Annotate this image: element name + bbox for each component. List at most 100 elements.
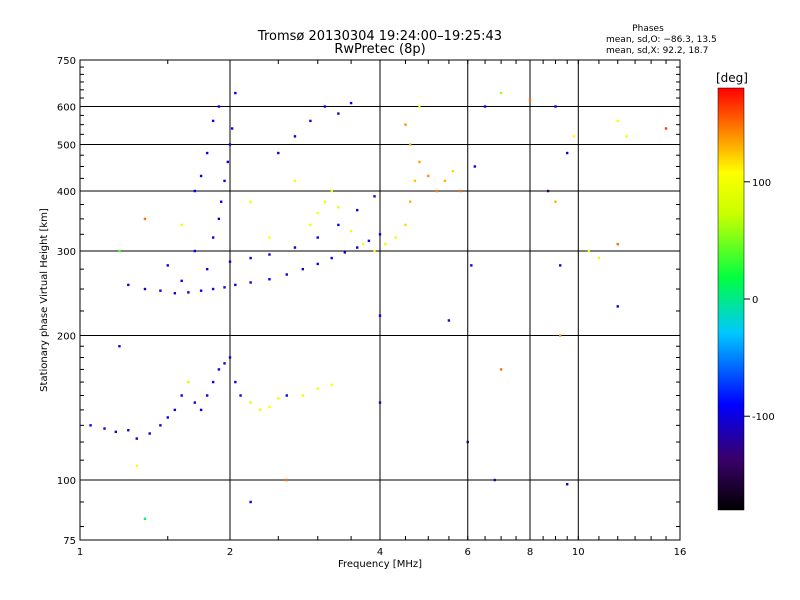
- x-tick-label: 1: [77, 547, 83, 558]
- grid-lines: [80, 60, 680, 540]
- data-point: [180, 223, 183, 227]
- data-point: [193, 401, 197, 404]
- data-point: [223, 362, 226, 365]
- data-point: [459, 189, 462, 193]
- x-axis-ticks: 1 2 4 6 8 10 16: [77, 60, 687, 558]
- data-point: [309, 223, 312, 227]
- data-point: [268, 405, 271, 409]
- y-tick-label: 100: [57, 476, 76, 487]
- y-tick-label: 750: [57, 56, 76, 67]
- y-tick-label: 400: [57, 187, 76, 198]
- data-point: [349, 101, 353, 105]
- y-tick-label: 600: [57, 103, 76, 114]
- data-point: [159, 424, 162, 427]
- data-point: [234, 380, 237, 384]
- data-point: [193, 249, 197, 253]
- data-point: [316, 236, 319, 239]
- data-point: [268, 236, 271, 239]
- data-point: [234, 91, 237, 95]
- data-point: [470, 264, 473, 267]
- data-point: [330, 383, 333, 386]
- phase-stats-heading: Phases: [632, 24, 664, 34]
- data-point: [409, 200, 412, 203]
- data-point: [473, 165, 477, 168]
- data-point: [293, 135, 297, 138]
- data-point: [373, 195, 376, 198]
- data-point: [499, 368, 503, 371]
- data-point: [293, 246, 297, 249]
- y-tick-label: 500: [57, 141, 76, 152]
- data-point: [127, 283, 130, 287]
- data-point: [228, 143, 232, 146]
- data-point: [228, 260, 232, 263]
- data-point: [239, 394, 242, 397]
- data-point: [89, 424, 92, 427]
- data-point: [316, 387, 319, 390]
- data-point: [373, 249, 376, 253]
- data-point: [223, 179, 226, 183]
- data-point: [587, 249, 591, 253]
- data-point: [199, 174, 203, 178]
- data-point: [249, 256, 252, 260]
- data-point: [394, 236, 397, 239]
- data-point: [361, 242, 365, 246]
- data-point: [249, 281, 252, 284]
- data-point: [135, 464, 138, 468]
- data-point: [205, 151, 209, 155]
- data-point: [199, 289, 203, 292]
- chart-subtitle: RwPretec (8p): [334, 42, 425, 57]
- data-point: [143, 287, 147, 291]
- data-point: [148, 432, 151, 435]
- data-point: [259, 408, 262, 412]
- data-point: [166, 264, 169, 267]
- data-point: [572, 135, 576, 138]
- colorbar-tick-label: -100: [752, 412, 775, 423]
- x-tick-label: 16: [674, 547, 687, 558]
- data-point: [355, 246, 359, 249]
- data-point: [268, 253, 271, 256]
- data-point: [355, 208, 359, 212]
- data-point: [285, 478, 288, 482]
- data-point: [316, 262, 319, 266]
- data-point: [499, 91, 503, 95]
- data-point: [443, 179, 447, 183]
- data-point: [483, 105, 487, 108]
- data-point: [118, 345, 121, 348]
- y-axis-ticks: 75 100 200 300 400 500 600 750: [57, 56, 680, 547]
- colorbar-tick-label: 100: [752, 178, 771, 189]
- data-point: [554, 105, 557, 108]
- data-point: [316, 211, 319, 215]
- data-point: [309, 119, 312, 123]
- data-point: [493, 478, 497, 482]
- colorbar-ticks: 100 0 -100: [744, 178, 775, 423]
- data-point: [143, 217, 147, 221]
- data-point: [451, 169, 455, 173]
- data-point: [217, 368, 221, 371]
- data-point: [384, 242, 387, 246]
- data-point: [217, 217, 221, 221]
- data-point: [435, 189, 438, 193]
- x-tick-label: 10: [572, 547, 585, 558]
- data-point: [427, 174, 430, 178]
- data-point: [166, 416, 169, 419]
- data-point: [219, 200, 223, 203]
- data-point: [187, 380, 190, 384]
- data-point: [367, 239, 371, 243]
- data-point: [173, 292, 177, 295]
- data-point: [135, 437, 138, 440]
- data-point: [180, 394, 183, 397]
- data-point: [330, 189, 333, 193]
- data-point: [211, 380, 215, 384]
- data-point: [205, 267, 209, 271]
- phase-stats-o: mean, sd,O: −86.3, 13.5: [606, 35, 717, 45]
- data-point: [103, 427, 106, 430]
- data-point: [249, 200, 252, 203]
- data-point: [323, 200, 327, 203]
- data-point: [211, 236, 215, 239]
- data-points: [89, 91, 668, 521]
- data-point: [180, 279, 183, 283]
- colorbar-tick-label: 0: [752, 295, 758, 306]
- data-point: [277, 397, 280, 400]
- data-point: [559, 334, 562, 337]
